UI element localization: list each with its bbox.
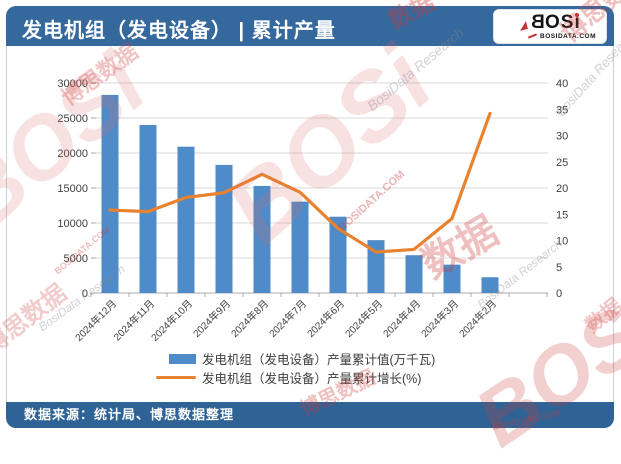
bosi-logo: B OS i BOSIDATA.COM (494, 10, 606, 43)
logo-domain-text: BOSIDATA.COM (528, 33, 596, 41)
data-source-text: 数据来源：统计局、博思数据整理 (24, 407, 235, 422)
page-title: 发电机组（发电设备） | 累计产量 (22, 20, 336, 42)
legend-item-line-series: 发电机组（发电设备）产量累计增长(%) (152, 368, 435, 387)
footer-bar: 数据来源：统计局、博思数据整理 (6, 402, 614, 428)
logo-letters-os: OS (545, 11, 575, 33)
line-series-label: 发电机组（发电设备）产量累计增长(%) (202, 372, 422, 386)
legend-item-bar-series: 发电机组（发电设备）产量累计值(万千瓦) (152, 349, 435, 368)
bosi-logo-text: B OS i (518, 11, 581, 33)
logo-letter-b: B (530, 11, 545, 33)
logo-triangle-icon (518, 20, 529, 31)
bar-series-swatch (169, 353, 196, 364)
legend: 发电机组（发电设备）产量累计值(万千瓦) 发电机组（发电设备）产量累计增长(%) (152, 349, 435, 387)
header-bar: 发电机组（发电设备） | 累计产量 B OS i BOSIDATA.COM (6, 6, 614, 46)
bar-series-label: 发电机组（发电设备）产量累计值(万千瓦) (202, 353, 436, 367)
line-series-swatch (156, 376, 196, 379)
logo-letter-i: i (574, 11, 581, 33)
